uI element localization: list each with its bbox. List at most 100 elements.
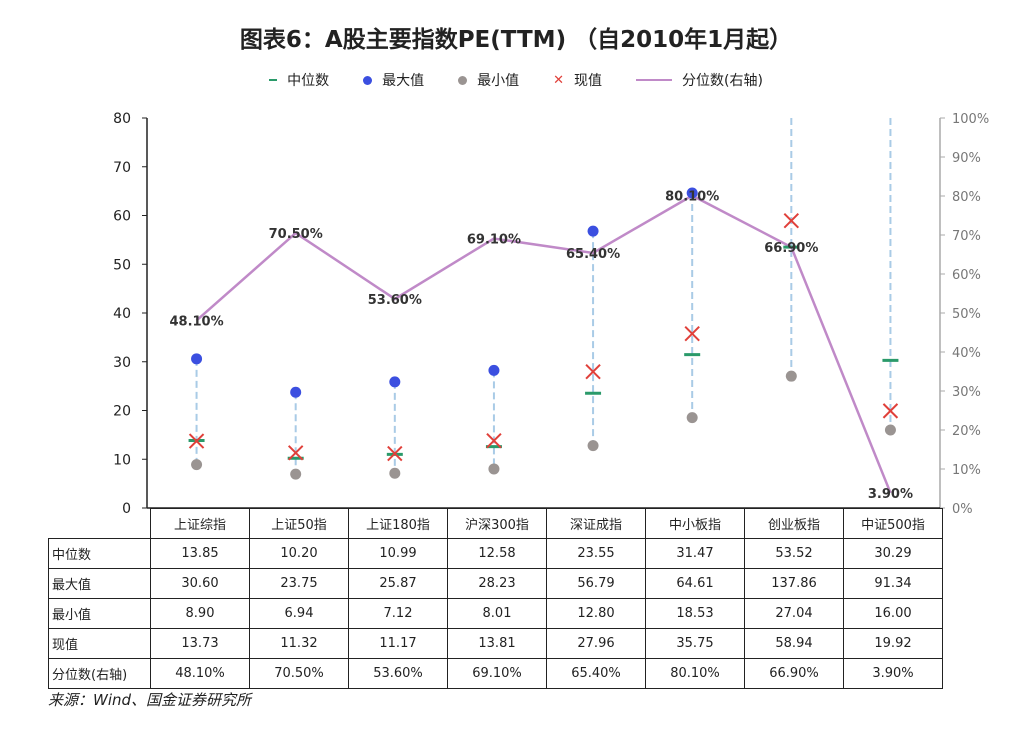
right-tick-label: 20% <box>952 424 981 439</box>
max-point <box>389 376 401 388</box>
percentile-data-label: 69.10% <box>467 233 521 248</box>
table-cell: 8.90 <box>150 598 250 629</box>
table-cell: 19.92 <box>843 628 943 659</box>
table-cell: 53.60% <box>348 658 448 689</box>
table-cell: 27.96 <box>546 628 646 659</box>
legend-label: 现值 <box>573 73 602 89</box>
max-point <box>488 364 500 376</box>
legend-item: 最小值 <box>458 70 519 90</box>
table-cell: 13.81 <box>447 628 547 659</box>
table-cell: 35.75 <box>645 628 745 659</box>
legend-label: 中位数 <box>287 73 330 89</box>
percentile-data-label: 65.40% <box>566 247 620 262</box>
percentile-data-label: 53.60% <box>368 293 422 308</box>
right-tick-label: 50% <box>952 307 981 322</box>
left-tick-label: 60 <box>113 209 131 225</box>
min-point <box>587 440 599 452</box>
table-cell: 137.86 <box>744 568 844 599</box>
table-row: 最大值 30.60 23.75 25.87 28.23 56.79 64.61 137.86 9… <box>48 568 943 599</box>
row-label: 分位数(右轴) <box>48 658 151 689</box>
table-cell: 91.34 <box>843 568 943 599</box>
right-tick-label: 30% <box>952 385 981 400</box>
table-cell: 7.12 <box>348 598 448 629</box>
table-cell: 12.58 <box>447 538 547 569</box>
left-tick-label: 40 <box>113 306 131 322</box>
legend-label: 最小值 <box>477 73 520 89</box>
source-note: 来源：Wind、国金证券研究所 <box>48 691 252 709</box>
right-tick-label: 70% <box>952 229 981 244</box>
left-tick-label: 10 <box>113 452 131 468</box>
table-cell: 10.99 <box>348 538 448 569</box>
table-header-row: 上证综指 上证50指 上证180指 沪深300指 深证成指 中小板指 创业板指 中证500指 <box>48 508 943 539</box>
table-cell: 31.47 <box>645 538 745 569</box>
current-value-mark <box>684 326 700 342</box>
table-cell: 56.79 <box>546 568 646 599</box>
current-value-mark <box>387 445 403 462</box>
min-point <box>389 467 401 479</box>
table-cell: 10.20 <box>249 538 349 569</box>
current-value-mark <box>486 432 502 449</box>
max-point <box>587 225 599 237</box>
min-point <box>488 463 500 475</box>
left-tick-label: 20 <box>113 404 131 420</box>
legend: 中位数 最大值 最小值 ✕ 现值 分位数(右轴) <box>0 70 1032 90</box>
right-tick-label: 60% <box>952 268 981 283</box>
table-row: 现值 13.73 11.32 11.17 13.81 27.96 35.75 58.94 19.… <box>48 628 943 659</box>
category-label: 中小板指 <box>645 508 745 539</box>
max-point <box>290 386 302 398</box>
legend-item: 中位数 <box>269 70 329 90</box>
line-marker-icon <box>635 79 672 81</box>
table-cell: 53.52 <box>744 538 844 569</box>
current-value-mark <box>585 363 601 380</box>
data-table: 上证综指 上证50指 上证180指 沪深300指 深证成指 中小板指 创业板指 中证500指中… <box>48 508 943 689</box>
category-label: 深证成指 <box>546 508 646 539</box>
legend-label: 分位数(右轴) <box>681 73 763 89</box>
table-cell: 23.55 <box>546 538 646 569</box>
min-point <box>686 412 698 424</box>
table-row: 最小值 8.90 6.94 7.12 8.01 12.80 18.53 27.04 16.00 <box>48 598 943 629</box>
category-label: 创业板指 <box>744 508 844 539</box>
table-cell: 64.61 <box>645 568 745 599</box>
table-row: 分位数(右轴) 48.10% 70.50% 53.60% 69.10% 65.40% 80.… <box>48 658 943 689</box>
category-label: 沪深300指 <box>447 508 547 539</box>
category-label: 上证50指 <box>249 508 349 539</box>
right-tick-label: 80% <box>952 190 981 205</box>
max-point <box>686 187 698 199</box>
row-label: 最大值 <box>48 568 151 599</box>
chart-title: 图表6：A股主要指数PE(TTM) （自2010年1月起） <box>239 27 793 53</box>
table-cell: 12.80 <box>546 598 646 629</box>
table-cell: 66.90% <box>744 658 844 689</box>
current-value-mark <box>188 433 205 449</box>
table-cell: 48.10% <box>150 658 250 689</box>
table-cell: 23.75 <box>249 568 349 599</box>
legend-item: ✕ 现值 <box>553 70 602 90</box>
table-cell: 58.94 <box>744 628 844 659</box>
row-label: 现值 <box>48 628 151 659</box>
right-tick-label: 90% <box>952 151 981 166</box>
percentile-data-label: 80.10% <box>665 190 719 205</box>
percentile-data-label: 66.90% <box>764 241 818 256</box>
x-marker-icon: ✕ <box>553 72 564 88</box>
table-cell: 25.87 <box>348 568 448 599</box>
table-cell: 13.85 <box>150 538 250 569</box>
left-tick-label: 70 <box>113 160 131 176</box>
category-label: 上证180指 <box>348 508 448 539</box>
table-cell: 3.90% <box>843 658 943 689</box>
legend-label: 最大值 <box>382 73 425 89</box>
table-cell: 11.17 <box>348 628 448 659</box>
table-cell: 80.10% <box>645 658 745 689</box>
category-label: 上证综指 <box>150 508 250 539</box>
right-tick-label: 0% <box>952 502 973 517</box>
current-value-mark <box>882 403 899 419</box>
left-tick-label: 80 <box>113 111 131 127</box>
percentile-line <box>195 194 892 494</box>
percentile-data-label: 3.90% <box>868 487 913 502</box>
category-label: 中证500指 <box>843 508 943 539</box>
table-cell: 70.50% <box>249 658 349 689</box>
min-point <box>884 424 896 436</box>
table-cell: 30.29 <box>843 538 943 569</box>
right-tick-label: 40% <box>952 346 981 361</box>
table-cell: 65.40% <box>546 658 646 689</box>
current-value-mark <box>783 212 800 229</box>
